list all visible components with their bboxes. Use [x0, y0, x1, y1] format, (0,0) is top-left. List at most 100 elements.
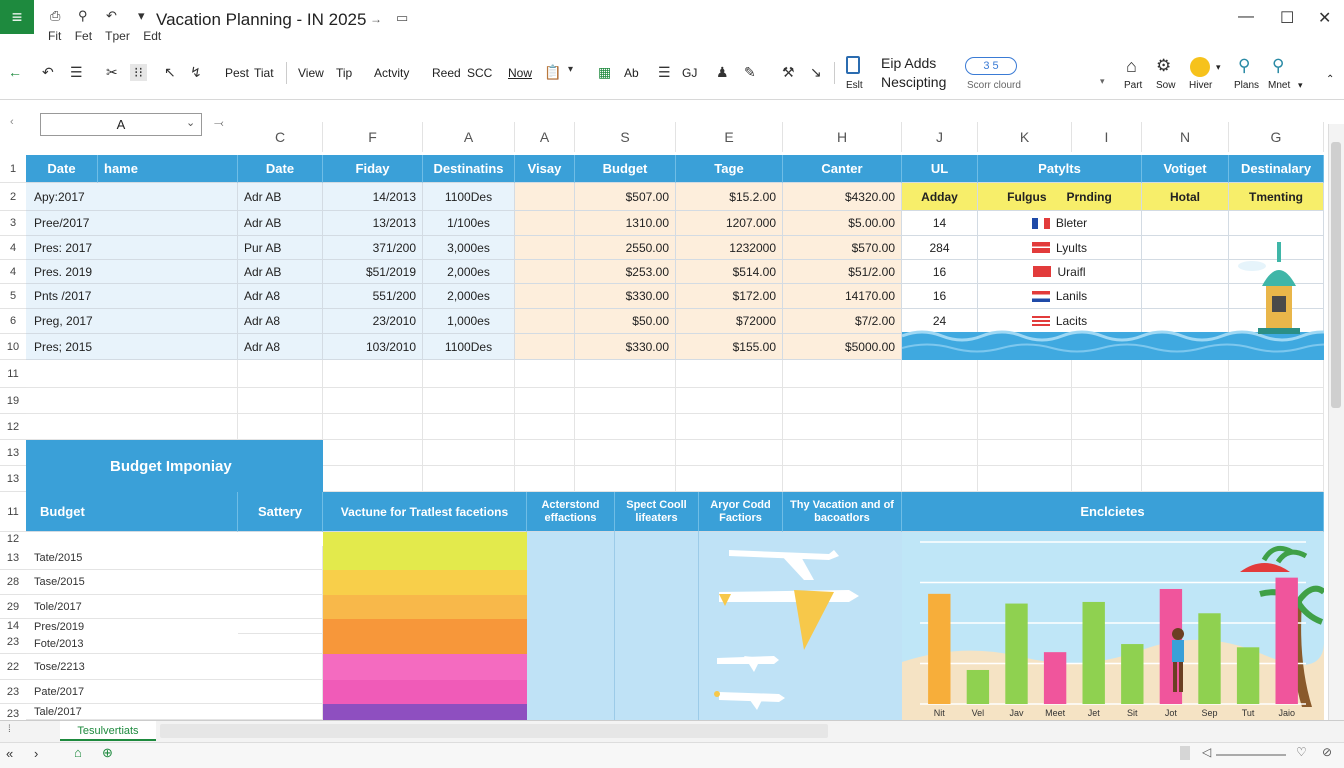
country-cell[interactable]: Uraifl [978, 260, 1142, 284]
empty-cell[interactable] [1229, 388, 1324, 414]
status-cell[interactable]: Tmenting [1229, 183, 1324, 211]
empty-cell[interactable] [323, 388, 423, 414]
table-cell[interactable]: $15.2.00 [676, 183, 783, 211]
header-date[interactable]: Date [26, 155, 98, 183]
ribbon-ab[interactable]: Ab [624, 66, 639, 80]
table-cell[interactable]: Adr AB [238, 211, 323, 236]
zoom-in-icon[interactable]: ♡ [1296, 745, 1307, 759]
chart-bar[interactable] [1275, 577, 1298, 704]
battery-header[interactable]: Sattery [238, 492, 323, 532]
empty-cell[interactable] [575, 440, 676, 466]
ribbon-now[interactable]: Now [508, 66, 533, 80]
empty-cell[interactable] [1142, 388, 1229, 414]
empty-cell[interactable] [1229, 440, 1324, 466]
column-header[interactable]: A [423, 122, 515, 152]
column-header[interactable]: H [783, 122, 902, 152]
empty-cell[interactable] [1142, 260, 1229, 284]
column-header[interactable]: J [902, 122, 978, 152]
count-badge[interactable]: 3 5 [965, 57, 1017, 75]
table-cell[interactable]: $7/2.00 [783, 309, 902, 334]
empty-cell[interactable] [238, 546, 323, 570]
table-cell[interactable] [515, 284, 575, 309]
header-destinalary[interactable]: Destinalary [1229, 155, 1324, 183]
table-cell[interactable]: $507.00 [575, 183, 676, 211]
table-cell[interactable]: $514.00 [676, 260, 783, 284]
empty-cell[interactable] [1229, 414, 1324, 440]
home-icon[interactable]: ⌂ [1126, 56, 1137, 76]
table-cell[interactable]: $51/2.00 [783, 260, 902, 284]
empty-cell[interactable] [902, 388, 978, 414]
table-cell[interactable]: Pree/2017 [26, 211, 238, 236]
row-header[interactable]: 23 [0, 634, 26, 654]
empty-cell[interactable] [1142, 414, 1229, 440]
arrow-icon[interactable]: ↘ [810, 64, 822, 80]
header-name[interactable]: hame [98, 155, 238, 183]
ribbon-sow[interactable]: Sow [1156, 80, 1176, 91]
country-cell[interactable]: Lacits [978, 309, 1142, 334]
menu-item[interactable]: Fit [48, 29, 62, 43]
row-header[interactable]: 14 [6, 620, 20, 632]
format-icon[interactable]: ↯ [190, 64, 202, 80]
empty-cell[interactable] [902, 466, 978, 492]
chevron-down-icon[interactable]: ▾ [1216, 62, 1221, 72]
count-cell[interactable]: 14 [902, 211, 978, 236]
empty-cell[interactable] [1142, 440, 1229, 466]
row-header[interactable]: 12 [0, 414, 26, 440]
header-patylts[interactable]: Patylts [978, 155, 1142, 183]
table-cell[interactable]: 371/200 [323, 236, 423, 260]
sheet-icon[interactable]: ⌂ [74, 745, 82, 760]
enclcietes-header[interactable]: Enclcietes [902, 492, 1324, 532]
search-label[interactable]: Scorr clourd [967, 80, 1021, 91]
empty-cell[interactable] [1072, 414, 1142, 440]
ribbon-plans[interactable]: Plans [1234, 80, 1260, 91]
chevron-down-icon[interactable]: ▾ [1100, 76, 1105, 86]
empty-cell[interactable] [423, 360, 515, 388]
table-cell[interactable]: 14/2013 [323, 183, 423, 211]
table-cell[interactable]: Adr AB [238, 260, 323, 284]
empty-cell[interactable] [1142, 360, 1229, 388]
chevron-down-icon[interactable]: ▾ [1298, 80, 1303, 90]
empty-cell[interactable] [676, 440, 783, 466]
lines-icon[interactable]: ☰ [658, 64, 671, 80]
empty-cell[interactable] [238, 680, 323, 704]
sheet-nav-icon[interactable]: ⁞ [8, 724, 11, 735]
zoom-out-icon[interactable]: ◁ [1202, 745, 1212, 759]
header-fiday[interactable]: Fiday [323, 155, 423, 183]
empty-cell[interactable] [1142, 236, 1229, 260]
column-header[interactable]: C [238, 122, 323, 152]
chart-bar[interactable] [1043, 652, 1067, 704]
empty-cell[interactable] [1142, 466, 1229, 492]
pin-icon[interactable]: ⚲ [78, 8, 88, 23]
header-ul[interactable]: UL [902, 155, 978, 183]
header-visay[interactable]: Visay [515, 155, 575, 183]
empty-cell[interactable] [575, 360, 676, 388]
ribbon-tiat[interactable]: Tiat [254, 66, 274, 80]
budget-row-label[interactable]: Pres/2019 [34, 620, 85, 633]
row-header[interactable]: 29 [0, 595, 26, 619]
empty-cell[interactable] [1142, 211, 1229, 236]
table-cell[interactable]: Apy:2017 [26, 183, 238, 211]
table-cell[interactable]: 23/2010 [323, 309, 423, 334]
table-cell[interactable]: 1207.000 [676, 211, 783, 236]
column-header[interactable]: G [1229, 122, 1324, 152]
column-header[interactable]: E [676, 122, 783, 152]
tool-icon[interactable]: ⚒ [782, 64, 795, 80]
country-cell[interactable]: Lanils [978, 284, 1142, 309]
ribbon-gj[interactable]: GJ [682, 66, 698, 80]
empty-cell[interactable] [515, 388, 575, 414]
row-header[interactable]: 13 [0, 466, 26, 492]
row-header[interactable]: 11 [0, 492, 26, 532]
header-votiget[interactable]: Votiget [1142, 155, 1229, 183]
search-icon[interactable]: ⚲ [1272, 56, 1285, 75]
column-header[interactable]: I [1072, 122, 1142, 152]
empty-cell[interactable] [1229, 236, 1324, 260]
table-cell[interactable]: 1310.00 [575, 211, 676, 236]
row-header[interactable]: 12 [6, 533, 20, 545]
table-cell[interactable] [515, 211, 575, 236]
count-cell[interactable]: 284 [902, 236, 978, 260]
person-icon[interactable]: ♟ [716, 64, 729, 80]
count-cell[interactable]: 16 [902, 284, 978, 309]
empty-cell[interactable] [676, 466, 783, 492]
empty-cell[interactable] [1142, 284, 1229, 309]
chart-bar[interactable] [1121, 644, 1144, 704]
